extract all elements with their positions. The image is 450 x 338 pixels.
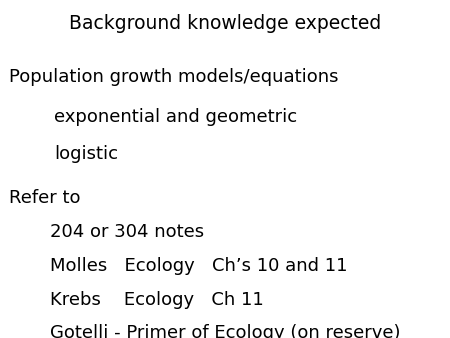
Text: Molles   Ecology   Ch’s 10 and 11: Molles Ecology Ch’s 10 and 11 [50, 257, 347, 275]
Text: Krebs    Ecology   Ch 11: Krebs Ecology Ch 11 [50, 291, 263, 309]
Text: exponential and geometric: exponential and geometric [54, 108, 297, 126]
Text: Refer to: Refer to [9, 189, 81, 207]
Text: Gotelli - Primer of Ecology (on reserve): Gotelli - Primer of Ecology (on reserve) [50, 324, 400, 338]
Text: Population growth models/equations: Population growth models/equations [9, 68, 338, 86]
Text: logistic: logistic [54, 145, 118, 163]
Text: 204 or 304 notes: 204 or 304 notes [50, 223, 203, 241]
Text: Background knowledge expected: Background knowledge expected [69, 14, 381, 32]
